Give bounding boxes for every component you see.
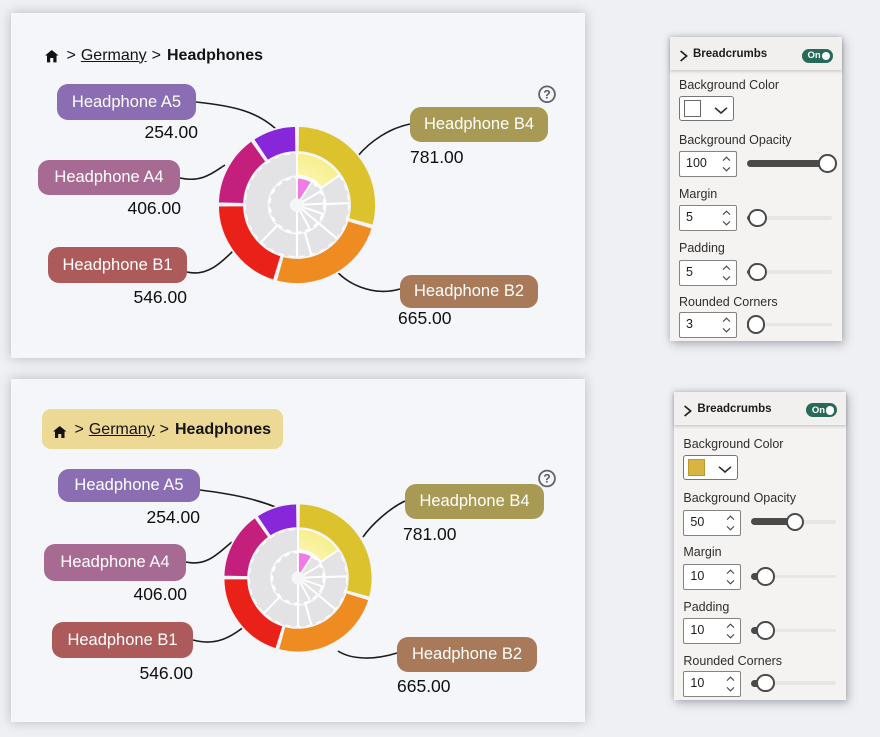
svg-text:?: ? (543, 472, 550, 486)
svg-text:?: ? (543, 88, 550, 102)
